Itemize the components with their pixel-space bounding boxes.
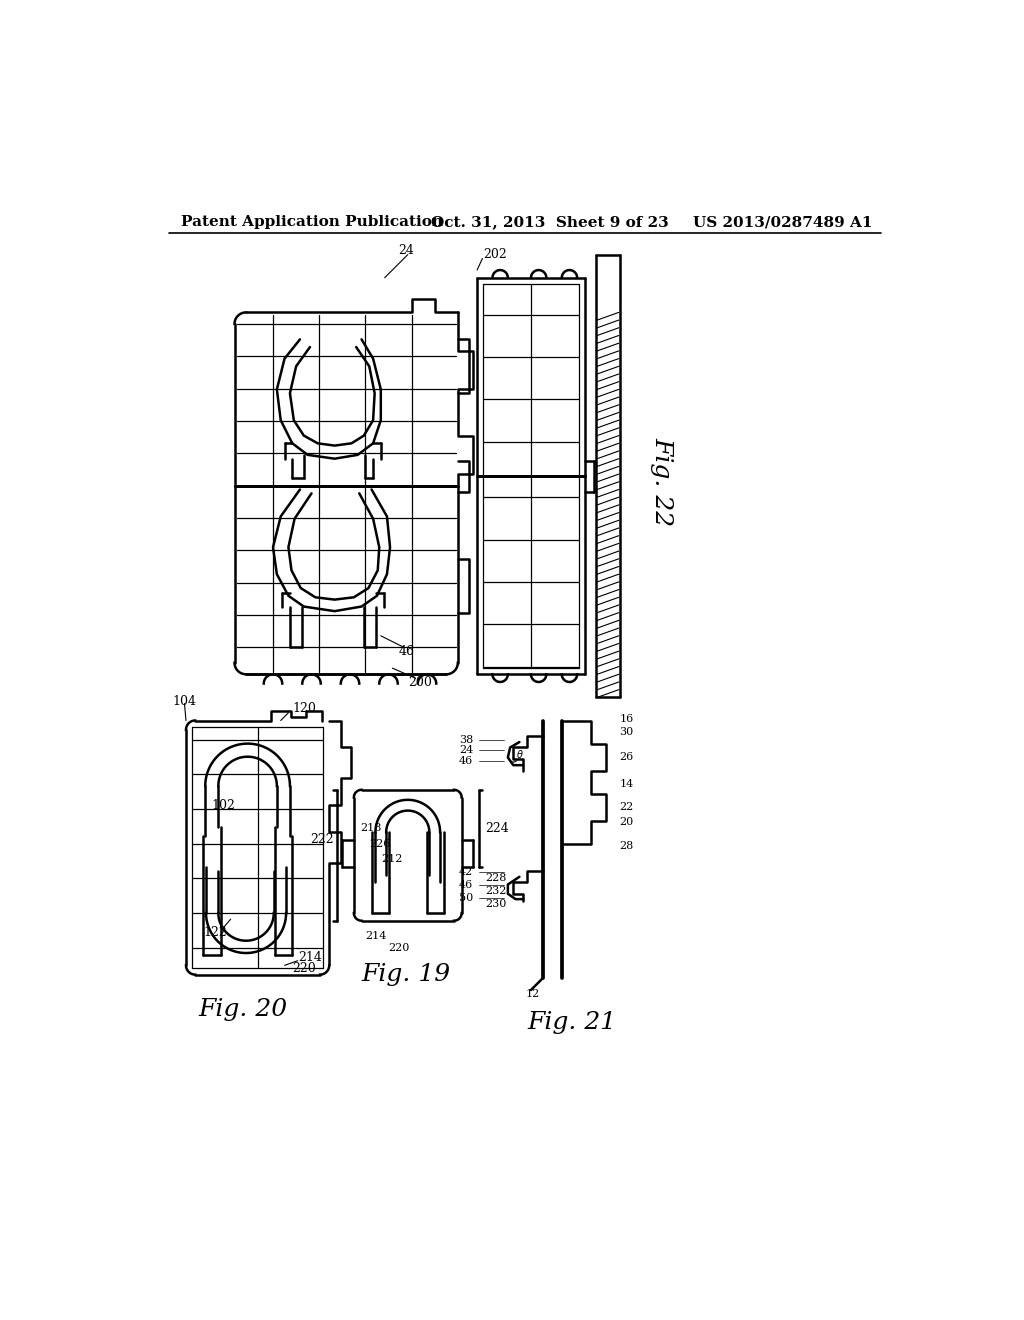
Text: Fig. 19: Fig. 19 (361, 964, 451, 986)
Text: 104: 104 (173, 694, 197, 708)
Text: 14: 14 (620, 779, 634, 788)
Text: Oct. 31, 2013  Sheet 9 of 23: Oct. 31, 2013 Sheet 9 of 23 (431, 215, 669, 230)
Text: 202: 202 (483, 248, 507, 261)
Text: 30: 30 (620, 727, 634, 737)
Text: US 2013/0287489 A1: US 2013/0287489 A1 (692, 215, 872, 230)
Text: 46: 46 (459, 879, 473, 890)
Text: 42: 42 (459, 867, 473, 878)
Text: 226: 226 (370, 838, 390, 849)
Text: 214: 214 (298, 952, 323, 964)
Text: 46: 46 (398, 644, 415, 657)
Text: 24: 24 (398, 244, 415, 257)
Text: 232: 232 (484, 887, 506, 896)
Text: 46: 46 (459, 755, 473, 766)
Text: 220: 220 (292, 962, 316, 975)
Text: 214: 214 (366, 931, 387, 941)
Text: $\theta$: $\theta$ (516, 747, 524, 759)
Text: 120: 120 (292, 702, 316, 715)
Text: 218: 218 (360, 824, 381, 833)
Text: 230: 230 (484, 899, 506, 908)
Text: 20: 20 (620, 817, 634, 828)
Text: 224: 224 (484, 822, 509, 834)
Text: Patent Application Publication: Patent Application Publication (180, 215, 442, 230)
Text: 22: 22 (620, 801, 634, 812)
Text: 222: 222 (310, 833, 334, 846)
Text: 12: 12 (525, 989, 540, 999)
Text: 16: 16 (620, 714, 634, 723)
Text: 50: 50 (459, 892, 473, 903)
Text: 24: 24 (459, 744, 473, 755)
Text: 102: 102 (211, 799, 236, 812)
Text: 212: 212 (381, 854, 402, 865)
Text: 38: 38 (459, 735, 473, 744)
Text: 28: 28 (620, 841, 634, 851)
Text: 200: 200 (408, 676, 432, 689)
Text: Fig. 20: Fig. 20 (199, 998, 288, 1020)
Text: Fig. 21: Fig. 21 (527, 1011, 616, 1034)
Text: 228: 228 (484, 874, 506, 883)
Text: Fig. 22: Fig. 22 (650, 437, 674, 527)
Text: 26: 26 (620, 752, 634, 763)
Text: 122: 122 (204, 925, 227, 939)
Text: 220: 220 (388, 942, 410, 953)
